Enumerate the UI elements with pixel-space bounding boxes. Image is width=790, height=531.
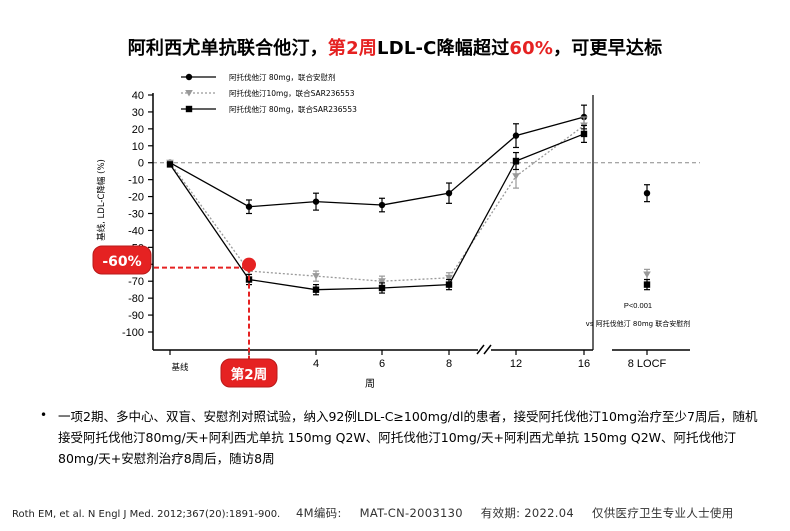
marker-square (185, 105, 193, 113)
marker-square (512, 157, 520, 165)
y-tick-label: -30 (128, 209, 144, 221)
x-tick-label: 16 (578, 358, 590, 370)
marker-circle (185, 73, 193, 81)
title-part2: LDL-C降幅超过 (377, 38, 510, 59)
ldl-chart: 403020100-10-20-30-40-50-60-70-80-90-100… (92, 72, 700, 390)
y-axis-label: 基线, LDL-C降幅 (%) (96, 159, 107, 241)
series-line (169, 133, 585, 291)
title-part3: ，可更早达标 (553, 38, 663, 59)
legend-label: 阿托伐他汀 80mg，联合SAR236553 (229, 104, 357, 114)
series-line (169, 124, 585, 282)
y-tick-label: 40 (132, 90, 144, 102)
y-tick-label: -10 (128, 175, 144, 187)
y-tick-label: -90 (128, 310, 144, 322)
marker-circle (378, 201, 386, 209)
bullet-marker: • (40, 408, 48, 422)
marker-triangle (378, 278, 386, 285)
marker-square (580, 130, 588, 138)
marker-square (643, 281, 651, 288)
marker-square (166, 161, 174, 168)
x-tick-label: 6 (379, 358, 385, 370)
reference-text: Roth EM, et al. N Engl J Med. 2012;367(2… (12, 509, 281, 520)
callout-week-label: 第2周 (231, 366, 267, 383)
marker-triangle (512, 173, 520, 180)
title-part1: 阿利西尤单抗联合他汀， (127, 38, 328, 59)
marker-triangle (643, 271, 651, 278)
y-tick-label: -100 (122, 327, 144, 339)
x-axis-label: 周 (365, 378, 375, 390)
x-tick-label: 基线 (171, 362, 189, 372)
y-tick-label: -70 (128, 276, 144, 288)
x-tick-label: 8 (446, 358, 452, 370)
axis-break-mark (476, 344, 485, 355)
x-tick-label: 4 (313, 358, 319, 370)
code-label: 4M编码: (296, 506, 342, 520)
y-tick-label: 20 (132, 124, 144, 136)
callout-week-badge (220, 358, 278, 388)
marker-triangle (312, 273, 320, 280)
p-value-note: vs 阿托伐他汀 80mg 联合安慰剂 (586, 319, 691, 328)
material-code: 4M编码: MAT-CN-2003130 有效期: 2022.04 仅供医疗卫生… (296, 505, 748, 521)
legend-label: 阿托伐他汀10mg，联合SAR236553 (229, 88, 355, 98)
page-title: 阿利西尤单抗联合他汀，第2周LDL-C降幅超过60%，可更早达标 (0, 34, 790, 60)
audience: 仅供医疗卫生专业人士使用 (591, 506, 734, 520)
marker-circle (643, 189, 651, 197)
p-value-label: P<0.001 (624, 301, 652, 310)
legend-label: 阿托伐他汀 80mg，联合安慰剂 (229, 72, 336, 82)
series-line (169, 116, 585, 208)
validity: 有效期: 2022.04 (480, 506, 574, 520)
marker-circle (312, 198, 320, 205)
marker-triangle (445, 274, 453, 282)
callout-percent-badge (92, 245, 152, 275)
marker-circle (245, 203, 253, 210)
marker-square (312, 286, 320, 293)
title-highlight-week: 第2周 (327, 38, 378, 59)
y-tick-label: -80 (128, 293, 144, 305)
y-tick-label: -40 (128, 225, 144, 237)
marker-triangle (185, 90, 193, 97)
title-highlight-percent: 60% (509, 38, 554, 59)
marker-circle (512, 132, 520, 139)
x-tick-label: 8 LOCF (628, 358, 667, 370)
callout-percent-label: -60% (102, 254, 141, 270)
study-description: 一项2期、多中心、双盲、安慰剂对照试验，纳入92例LDL-C≥100mg/dl的… (58, 409, 758, 466)
marker-square (378, 284, 386, 292)
x-tick-label: 12 (510, 358, 522, 370)
y-tick-label: -20 (128, 192, 144, 204)
marker-circle (445, 189, 453, 197)
marker-square (445, 281, 453, 288)
y-tick-label: 10 (132, 141, 144, 153)
y-tick-label: 30 (132, 107, 144, 119)
callout-dot (242, 257, 256, 272)
y-tick-label: 0 (138, 158, 144, 170)
code-value: MAT-CN-2003130 (359, 506, 463, 520)
axis-break-mark (483, 344, 492, 355)
